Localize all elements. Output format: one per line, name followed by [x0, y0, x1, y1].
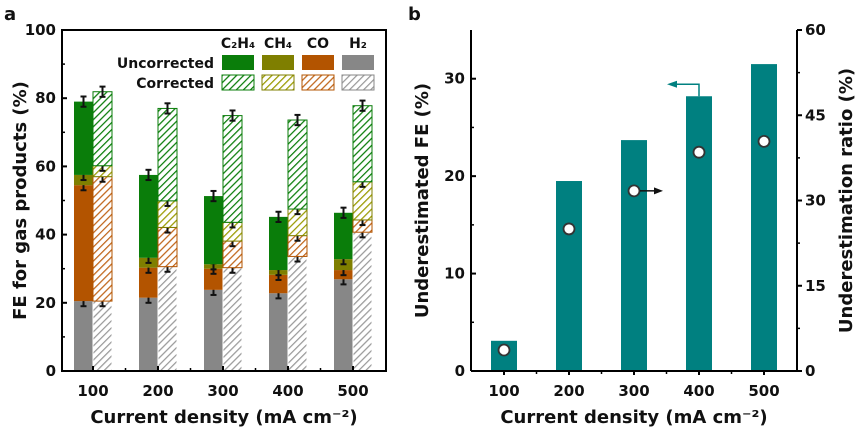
bar-corrected-c2h4-500: [352, 105, 373, 183]
marker-underestimation-ratio-100: [497, 343, 511, 357]
legend-swatch-h2: [342, 55, 374, 70]
bar-uncorrected-c2h4-100: [74, 101, 93, 175]
y2-tick-label: 30: [805, 192, 826, 210]
bar-uncorrected-h2-500: [334, 279, 353, 371]
bar-corrected-h2-200: [157, 266, 178, 372]
y-tick-label: 100: [25, 21, 56, 39]
panel-a: 0 20 40 60 80 100 100 200 300 400 500 Current densi…: [4, 4, 387, 428]
x-tick-label: 500: [337, 382, 368, 400]
y-tick-label: 80: [35, 89, 56, 107]
legend-swatch-ch4: [262, 55, 294, 70]
bar-corrected-h2-500: [352, 231, 373, 372]
bar-corrected-h2-100: [92, 300, 113, 372]
legend-product-label: CO: [307, 36, 329, 52]
x-tick-label: 300: [207, 382, 238, 400]
bar-corrected-c2h4-400: [287, 119, 308, 210]
bar-uncorrected-c2h4-300: [204, 196, 223, 265]
bar-uncorrected-co-300: [204, 268, 223, 290]
y-tick-label: 10: [444, 265, 465, 283]
bar-uncorrected-h2-400: [269, 293, 288, 371]
error-bar: [99, 85, 106, 98]
bar-corrected-c2h4-300: [222, 115, 243, 223]
x-tick-label: 200: [142, 382, 173, 400]
legend-swatch-co: [302, 55, 334, 70]
x-tick-label: 400: [683, 382, 714, 400]
bar-underestimated-fe-500: [751, 64, 777, 371]
bar-uncorrected-co-200: [139, 267, 158, 298]
panel-label: b: [408, 4, 421, 25]
y2-tick-label: 60: [805, 21, 826, 39]
legend-row-label: Corrected: [136, 76, 214, 92]
y-axis-label: FE for gas products (%): [10, 81, 31, 320]
bar-corrected-h2-300: [222, 267, 243, 372]
x-axis-label: Current density (mA cm⁻²): [90, 407, 357, 428]
y-axis-label: Underestimated FE (%): [412, 83, 433, 318]
y-tick-label: 60: [35, 157, 56, 175]
bar-corrected-h2-400: [287, 255, 308, 372]
bar-uncorrected-h2-200: [139, 297, 158, 371]
y-tick-label: 20: [444, 167, 465, 185]
bar-corrected-co-100: [92, 176, 113, 302]
bar-uncorrected-co-100: [74, 185, 93, 302]
bar-uncorrected-c2h4-500: [334, 212, 353, 260]
x-tick-label: 500: [748, 382, 779, 400]
error-bar: [275, 210, 282, 223]
bar-uncorrected-h2-100: [74, 301, 93, 371]
bar-underestimated-fe-400: [686, 96, 712, 371]
legend-product-label: C₂H₄: [221, 36, 255, 52]
right-arrow-icon: [654, 187, 663, 195]
y2-tick-label: 0: [805, 362, 815, 380]
bar-corrected-c2h4-200: [157, 107, 178, 202]
legend-product-label: H₂: [349, 36, 367, 52]
bar-uncorrected-c2h4-200: [139, 174, 158, 258]
marker-underestimation-ratio-200: [562, 222, 576, 236]
left-arrow-icon: [667, 80, 677, 88]
marker-underestimation-ratio-400: [692, 145, 706, 159]
legend-swatch-co: [301, 74, 335, 91]
x-tick-label: 100: [77, 382, 108, 400]
legend-row-label: Uncorrected: [117, 56, 214, 72]
error-bar: [164, 102, 171, 115]
error-bar: [359, 99, 366, 112]
legend-swatch-c2h4: [222, 55, 254, 70]
legend-product-label: CH₄: [264, 36, 292, 52]
bar-underestimated-fe-300: [621, 140, 647, 371]
legend: C₂H₄ CH₄ CO H₂ Uncorrected Corrected: [117, 36, 375, 92]
error-bar: [145, 168, 152, 182]
y-tick-label: 30: [444, 70, 465, 88]
bar-uncorrected-h2-300: [204, 289, 223, 371]
x-tick-label: 400: [272, 382, 303, 400]
panel-label: a: [4, 4, 16, 25]
marker-underestimation-ratio-500: [757, 134, 771, 148]
legend-swatch-h2: [341, 74, 375, 91]
bar-corrected-c2h4-100: [92, 91, 113, 167]
left-axis-arrow-line: [674, 83, 700, 97]
legend-swatch-c2h4: [221, 74, 255, 91]
y2-axis-label: Underestimation ratio (%): [836, 68, 857, 333]
error-bar: [340, 206, 347, 219]
y-tick-label: 40: [35, 226, 56, 244]
x-tick-label: 200: [553, 382, 584, 400]
legend-swatch-ch4: [261, 74, 295, 91]
y-tick-label: 0: [46, 362, 56, 380]
bar-uncorrected-c2h4-400: [269, 216, 288, 271]
y-tick-label: 20: [35, 294, 56, 312]
x-axis-label: Current density (mA cm⁻²): [500, 407, 767, 428]
error-bar: [294, 113, 301, 127]
marker-underestimation-ratio-300: [627, 184, 641, 198]
y2-tick-label: 45: [805, 106, 826, 124]
error-bar: [210, 189, 217, 203]
error-bar: [80, 95, 87, 108]
x-tick-label: 100: [488, 382, 519, 400]
y2-tick-label: 15: [805, 277, 826, 295]
x-tick-label: 300: [618, 382, 649, 400]
bar-underestimated-fe-200: [556, 181, 582, 371]
bar-uncorrected-co-400: [269, 274, 288, 294]
y-tick-label: 0: [455, 362, 465, 380]
error-bar: [229, 109, 236, 122]
